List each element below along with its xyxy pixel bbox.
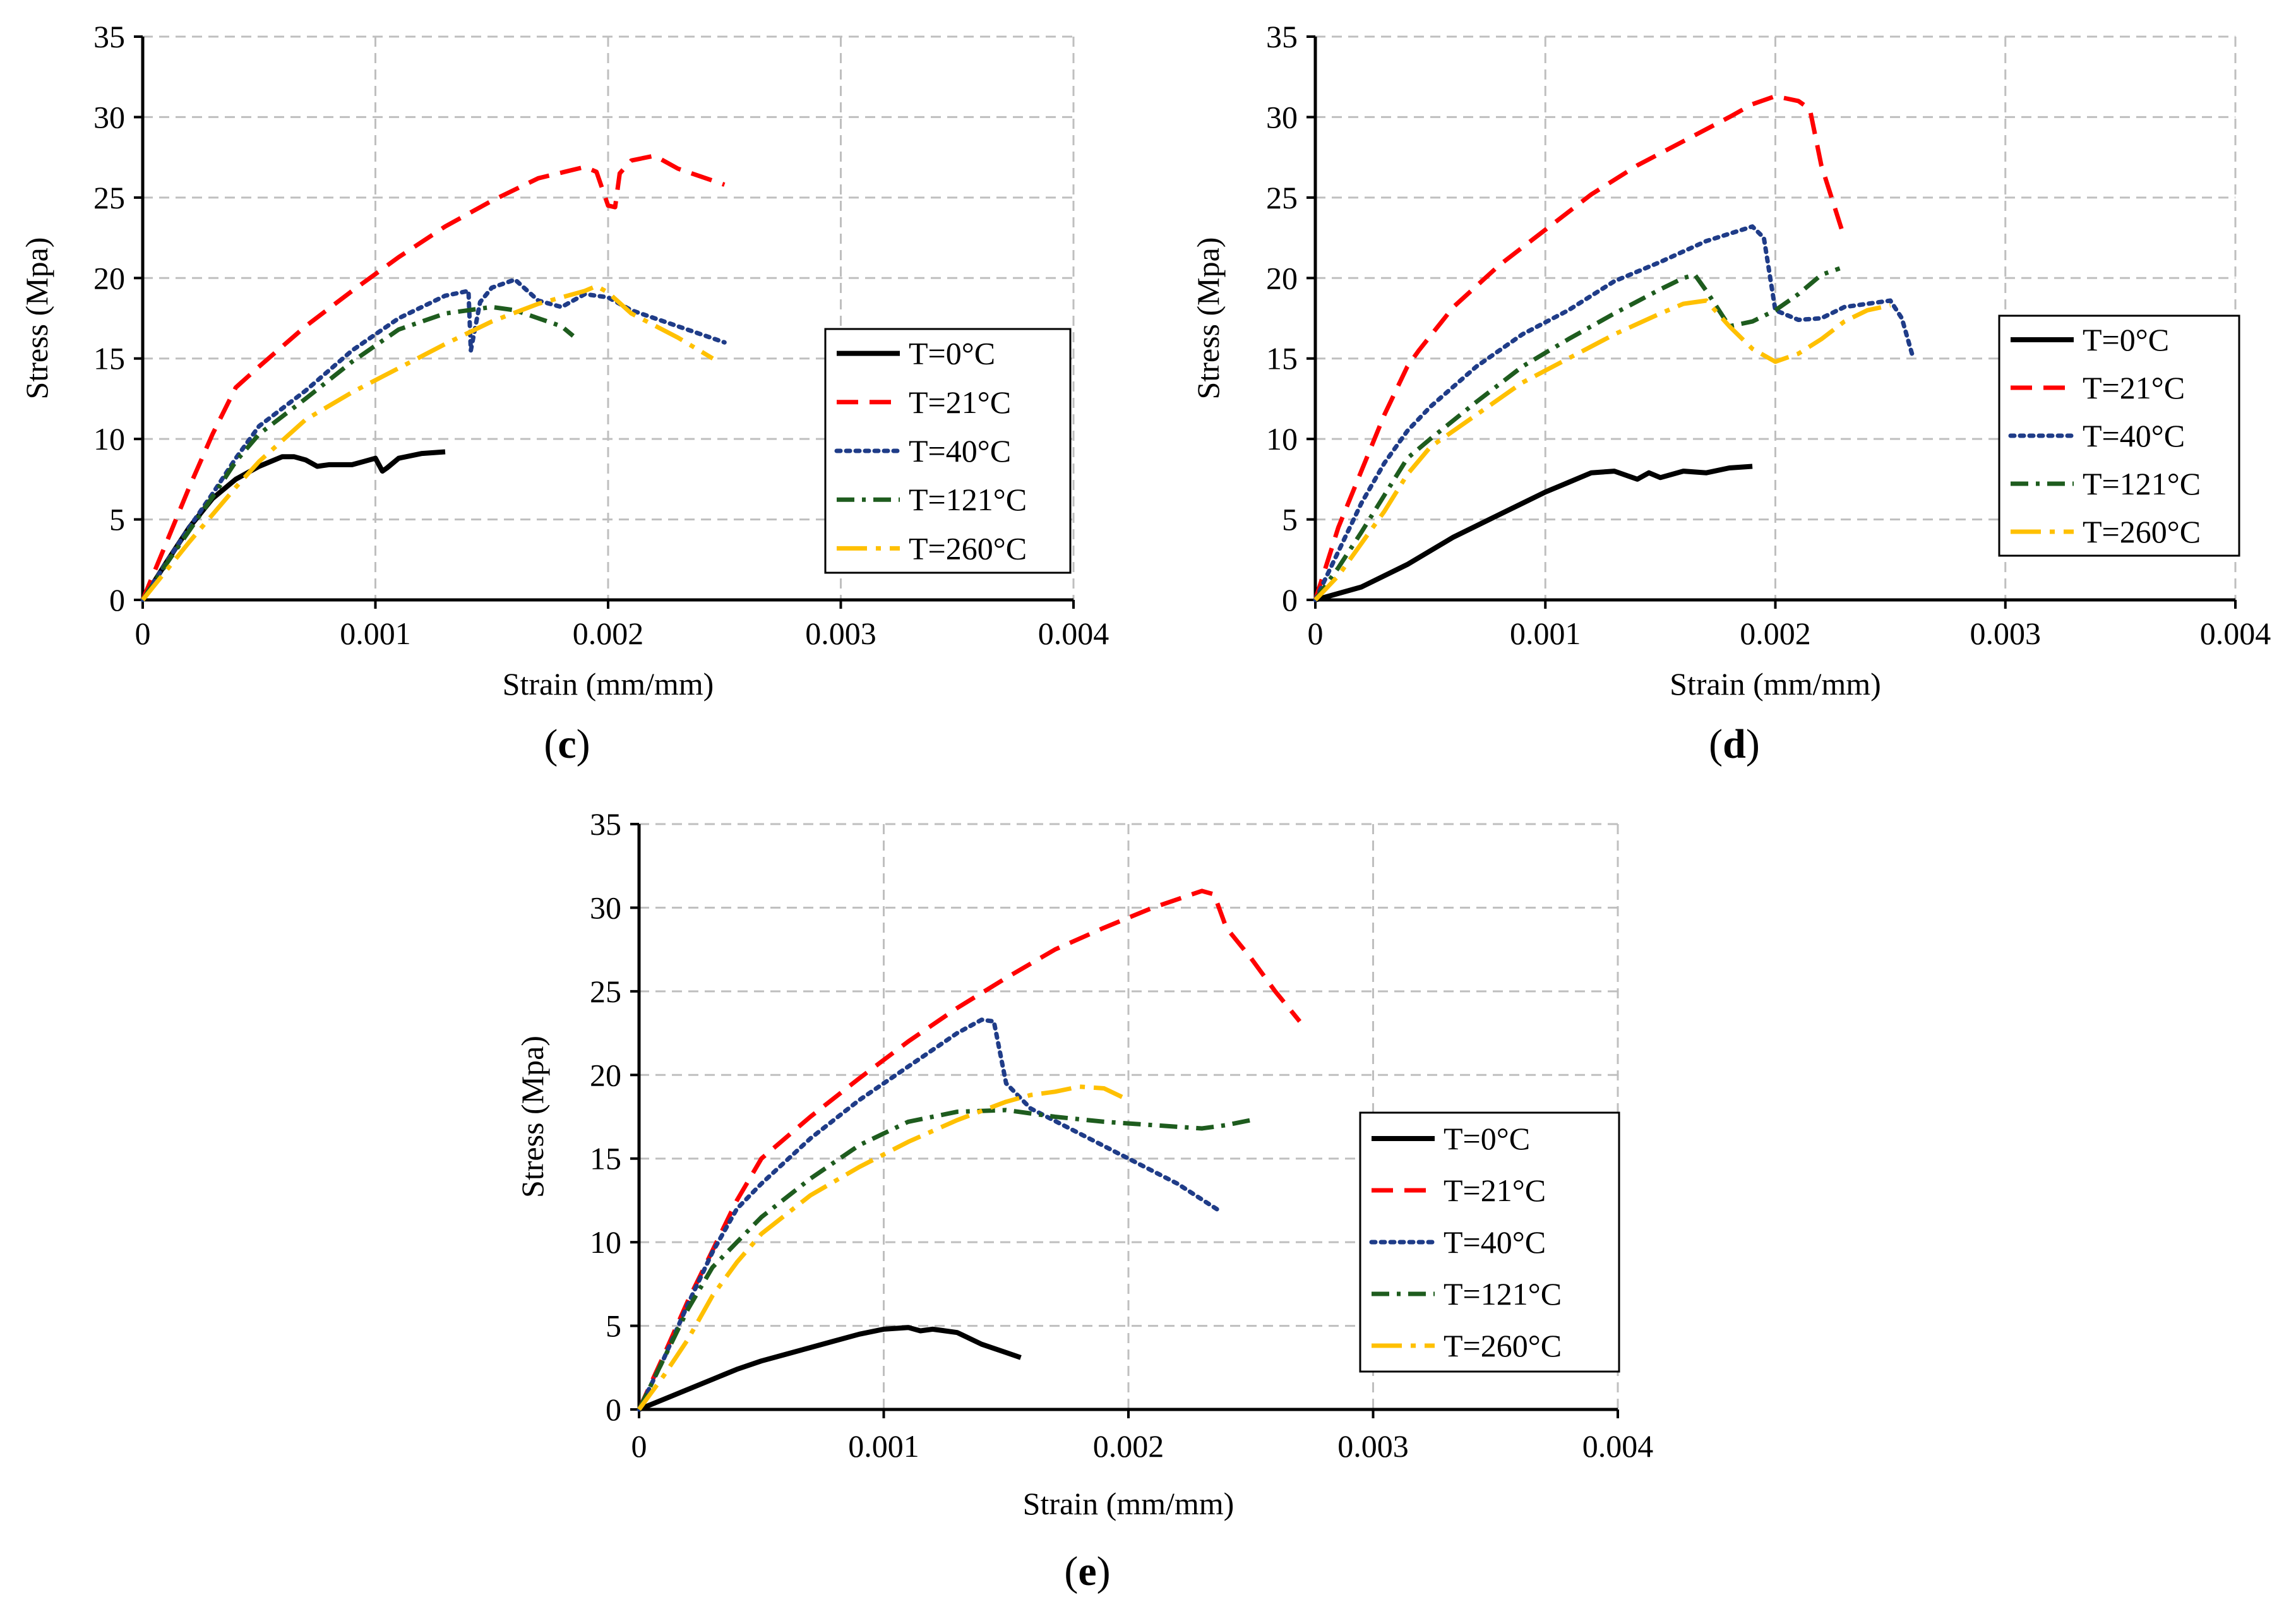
y-tick-label: 25: [590, 974, 621, 1009]
legend: T=0°C T=21°C T=40°C T=121°C T=260°C: [1359, 1111, 1620, 1373]
y-axis-title: Stress (Mpa): [1190, 237, 1226, 400]
legend-label: T=0°C: [2083, 322, 2169, 357]
series-line-5: [1313, 298, 1891, 602]
panel-label: (c): [544, 721, 590, 767]
y-tick-label: 5: [606, 1308, 621, 1344]
y-tick-label: 15: [590, 1141, 621, 1176]
series-line-5: [637, 1084, 1130, 1411]
y-tick-label: 20: [93, 260, 125, 296]
x-tick-label: 0.003: [805, 616, 876, 651]
series-line-1: [1314, 464, 1753, 602]
y-axis-title: Stress (Mpa): [515, 1036, 550, 1198]
series-line-3: [140, 277, 727, 602]
panel-paren-close: ): [577, 721, 590, 767]
x-tick-label: 0.002: [573, 616, 644, 651]
series-line-1: [638, 1325, 1022, 1412]
legend-label: T=21°C: [909, 385, 1011, 420]
x-tick-label: 0.002: [1093, 1428, 1164, 1464]
series-line-3: [637, 1017, 1224, 1412]
series-line-3: [1313, 224, 1916, 602]
y-tick-label: 30: [1266, 99, 1298, 135]
legend-label: T=0°C: [909, 336, 995, 371]
y-tick-label: 35: [1266, 19, 1298, 54]
y-axis-title: Stress (Mpa): [19, 237, 54, 400]
chart-panel-c: 0 0.001 0.002 0.003 0.004 0 5 10 15 20 25 30 35 Strai…: [19, 19, 1109, 767]
panel-letter: c: [558, 721, 576, 767]
chart-panel-e: 0 0.001 0.002 0.003 0.004 0 5 10 15 20 25 30 35 Strai…: [515, 806, 1653, 1594]
series-line-5: [141, 284, 714, 602]
series-line-2: [140, 153, 726, 601]
y-tick-label: 30: [93, 99, 125, 135]
x-tick-label: 0.001: [848, 1428, 919, 1464]
x-axis-title: Strain (mm/mm): [503, 666, 714, 702]
x-axis-title: Strain (mm/mm): [1670, 666, 1881, 702]
panel-paren-open: (: [1709, 721, 1723, 767]
y-tick-label: 25: [93, 180, 125, 215]
x-tick-label: 0.004: [2200, 616, 2271, 651]
panel-paren-close: ): [1746, 721, 1760, 767]
x-axis-title: Strain (mm/mm): [1023, 1486, 1235, 1521]
legend-label: T=40°C: [909, 433, 1011, 469]
x-tick-label: 0.002: [1740, 616, 1811, 651]
panel-paren-open: (: [544, 721, 558, 767]
legend-label: T=21°C: [1444, 1173, 1546, 1208]
legend-label: T=40°C: [1444, 1224, 1546, 1260]
panel-label: (e): [1064, 1548, 1110, 1594]
series-line-2: [1313, 93, 1847, 601]
legend: T=0°C T=21°C T=40°C T=121°C T=260°C: [824, 328, 1072, 574]
series-line-4: [141, 304, 575, 601]
y-tick-label: 10: [590, 1224, 621, 1260]
y-tick-label: 25: [1266, 180, 1298, 215]
y-tick-label: 0: [109, 582, 125, 618]
y-tick-label: 0: [1282, 582, 1298, 618]
y-tick-label: 5: [1282, 502, 1298, 537]
x-tick-label: 0.004: [1038, 616, 1109, 651]
y-tick-label: 35: [93, 19, 125, 54]
legend-label: T=260°C: [1444, 1328, 1562, 1363]
y-tick-label: 10: [1266, 421, 1298, 457]
x-tick-label: 0: [135, 616, 151, 651]
x-tick-label: 0.001: [340, 616, 411, 651]
y-tick-label: 20: [590, 1057, 621, 1092]
y-tick-label: 0: [606, 1392, 621, 1427]
panel-paren-close: ): [1097, 1548, 1111, 1594]
legend: T=0°C T=21°C T=40°C T=121°C T=260°C: [1998, 314, 2240, 557]
x-tick-label: 0.001: [1510, 616, 1581, 651]
x-tick-label: 0.003: [1970, 616, 2042, 651]
y-tick-label: 10: [93, 421, 125, 457]
legend-label: T=121°C: [1444, 1276, 1562, 1312]
panel-paren-open: (: [1064, 1548, 1078, 1594]
y-tick-label: 5: [109, 502, 125, 537]
y-tick-label: 15: [93, 341, 125, 376]
panel-label: (d): [1709, 721, 1760, 767]
x-tick-label: 0.004: [1582, 1428, 1654, 1464]
legend-label: T=121°C: [909, 482, 1027, 517]
panel-letter: d: [1723, 721, 1746, 767]
legend-label: T=40°C: [2083, 418, 2185, 453]
y-tick-label: 15: [1266, 341, 1298, 376]
legend-label: T=121°C: [2083, 466, 2201, 501]
y-tick-label: 35: [590, 806, 621, 842]
legend-label: T=21°C: [2083, 370, 2185, 405]
series-line-4: [1313, 266, 1841, 602]
y-tick-label: 30: [590, 890, 621, 925]
series-line-4: [637, 1108, 1252, 1411]
legend-label: T=0°C: [1444, 1121, 1530, 1156]
chart-panel-d: 0 0.001 0.002 0.003 0.004 0 5 10 15 20 25 30 35 Strai…: [1190, 19, 2271, 767]
x-tick-label: 0: [1308, 616, 1324, 651]
panel-letter: e: [1078, 1548, 1096, 1594]
x-tick-label: 0: [631, 1428, 647, 1464]
series-line-2: [637, 888, 1302, 1411]
legend-label: T=260°C: [909, 530, 1027, 566]
x-tick-label: 0.003: [1337, 1428, 1409, 1464]
y-tick-label: 20: [1266, 260, 1298, 296]
legend-label: T=260°C: [2083, 514, 2201, 549]
